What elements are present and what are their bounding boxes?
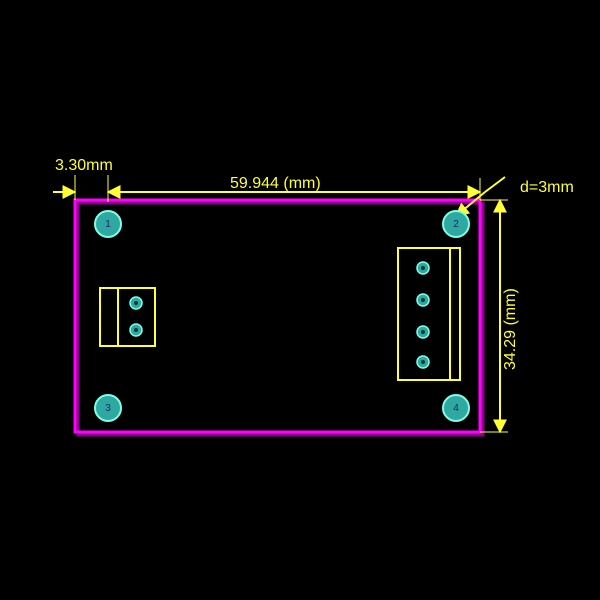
mounting-hole-4: 4: [443, 395, 469, 421]
mounting-hole-number: 4: [453, 403, 459, 414]
mounting-hole-2: 2: [443, 211, 469, 237]
mounting-hole-3: 3: [95, 395, 121, 421]
dim-width-label: 59.944 (mm): [230, 175, 321, 192]
mounting-hole-number: 2: [453, 219, 459, 230]
mounting-hole-number: 3: [105, 403, 111, 414]
mounting-hole-number: 1: [105, 219, 111, 230]
dim-offset-label: 3.30mm: [55, 157, 113, 174]
mounting-hole-1: 1: [95, 211, 121, 237]
dim-height-label: 34.29 (mm): [502, 288, 519, 370]
dim-hole-label: d=3mm: [520, 179, 574, 196]
